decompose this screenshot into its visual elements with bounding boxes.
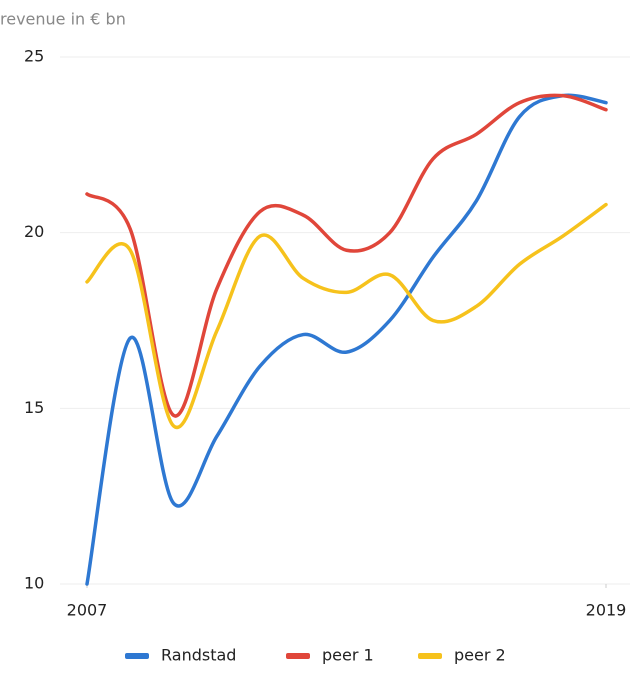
legend-label: peer 1 <box>322 646 374 665</box>
series-line <box>85 93 608 586</box>
y-tick-label: 15 <box>24 398 44 417</box>
y-tick-label: 10 <box>24 574 44 593</box>
legend-swatch <box>286 653 310 659</box>
x-tick-label: 2007 <box>67 601 108 620</box>
legend-swatch <box>418 653 442 659</box>
y-axis-label: revenue in € bn <box>0 10 126 29</box>
legend-label: Randstad <box>161 646 236 665</box>
series-line <box>85 93 608 418</box>
y-tick-label: 20 <box>24 222 44 241</box>
legend-swatch <box>125 653 149 659</box>
y-tick-label: 25 <box>24 47 44 66</box>
legend-label: peer 2 <box>454 646 506 665</box>
x-tick-label: 2019 <box>586 601 627 620</box>
series-line <box>85 202 608 430</box>
